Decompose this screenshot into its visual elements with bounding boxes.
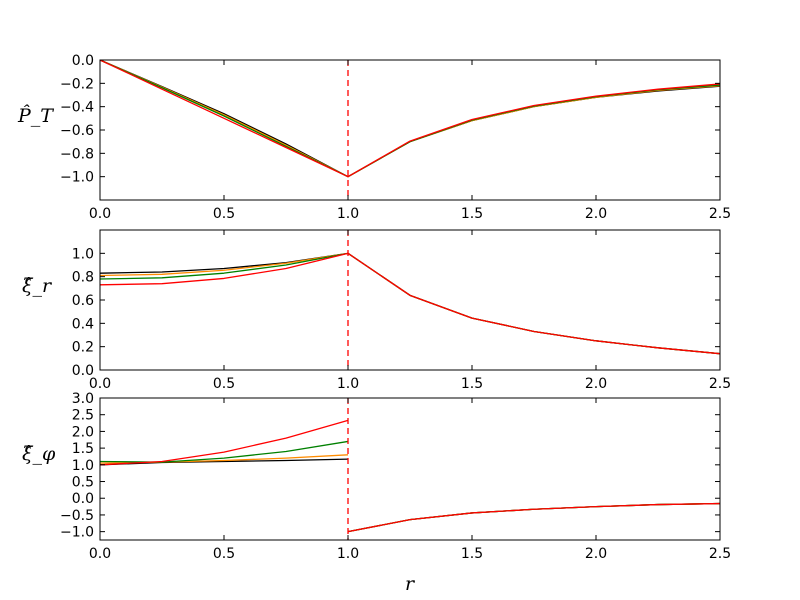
xtick-label: 2.5 xyxy=(709,206,731,222)
ytick-label: 3.0 xyxy=(72,391,94,407)
series-line-3 xyxy=(100,419,720,533)
series-line-2 xyxy=(100,440,720,533)
ylabel-bottom: ξ̂_φ xyxy=(22,443,56,465)
xtick-label: 0.0 xyxy=(89,206,111,222)
axes-frame xyxy=(99,397,721,541)
ytick-label: 0.4 xyxy=(72,316,94,332)
series-line-1 xyxy=(100,252,720,355)
plot-area xyxy=(100,252,720,355)
ytick-label: 0.5 xyxy=(72,475,94,491)
xlabel: r xyxy=(405,573,416,595)
ytick-label: −1.0 xyxy=(60,170,94,186)
ytick-label: 0.0 xyxy=(72,363,94,379)
ytick-label: 0.0 xyxy=(72,53,94,69)
xtick-label: 0.5 xyxy=(213,206,235,222)
series-line-0 xyxy=(100,60,720,178)
ytick-label: 2.0 xyxy=(72,424,94,440)
ytick-label: −0.4 xyxy=(60,100,94,116)
panel-top-pt: 0.0 0.5 1.0 1.5 2.0 2.5 0.0 −0.2 −0.4 −0.6 −0.8 −1.… xyxy=(60,53,731,222)
panel-middle-xi-r: 0.0 0.5 1.0 1.5 2.0 2.5 0.0 0.2 0.4 0.6 0.8 1.0 xyxy=(72,229,731,392)
series-line-2 xyxy=(100,252,720,355)
ytick-label: 0.2 xyxy=(72,340,94,356)
xtick-label: 0.5 xyxy=(213,376,235,392)
ytick-label: 1.5 xyxy=(72,441,94,457)
ytick-label: −1.0 xyxy=(60,525,94,541)
xtick-label: 1.0 xyxy=(337,546,359,562)
ytick-label: 1.0 xyxy=(72,458,94,474)
ytick-label: −0.2 xyxy=(60,76,94,92)
ytick-label: 0.0 xyxy=(72,491,94,507)
ylabel-middle: ξ̂_r xyxy=(22,275,53,297)
xtick-label: 2.5 xyxy=(709,376,731,392)
ytick-label: −0.6 xyxy=(60,123,94,139)
ylabel-top: P̂_T xyxy=(17,105,54,127)
ytick-label: 2.5 xyxy=(72,408,94,424)
xtick-label: 1.5 xyxy=(461,376,483,392)
series-line-3 xyxy=(100,60,720,178)
xtick-label: 2.0 xyxy=(585,376,607,392)
xtick-label: 0.5 xyxy=(213,546,235,562)
plot-area xyxy=(100,60,720,178)
axes-frame xyxy=(99,229,721,371)
xtick-label: 1.0 xyxy=(337,206,359,222)
series-line-2 xyxy=(100,60,720,178)
series-line-1 xyxy=(100,60,720,178)
axes-frame xyxy=(99,59,721,201)
ytick-label: 0.8 xyxy=(72,270,94,286)
xtick-label: 0.0 xyxy=(89,376,111,392)
ytick-label: 0.6 xyxy=(72,293,94,309)
ytick-label: −0.5 xyxy=(60,508,94,524)
xtick-label: 0.0 xyxy=(89,546,111,562)
xtick-label: 2.5 xyxy=(709,546,731,562)
panel-bottom-xi-phi: 0.0 0.5 1.0 1.5 2.0 2.53.02.52.01.51.00.50.0−… xyxy=(60,391,731,562)
xtick-label: 1.5 xyxy=(461,206,483,222)
series-line-0 xyxy=(100,252,720,355)
xtick-label: 2.0 xyxy=(585,546,607,562)
xtick-label: 1.0 xyxy=(337,376,359,392)
ytick-label: 1.0 xyxy=(72,246,94,262)
ytick-label: −0.8 xyxy=(60,146,94,162)
series-line-3 xyxy=(100,252,720,355)
xtick-label: 1.5 xyxy=(461,546,483,562)
plot-area xyxy=(100,419,720,533)
xtick-label: 2.0 xyxy=(585,206,607,222)
series-line-0 xyxy=(100,458,720,533)
